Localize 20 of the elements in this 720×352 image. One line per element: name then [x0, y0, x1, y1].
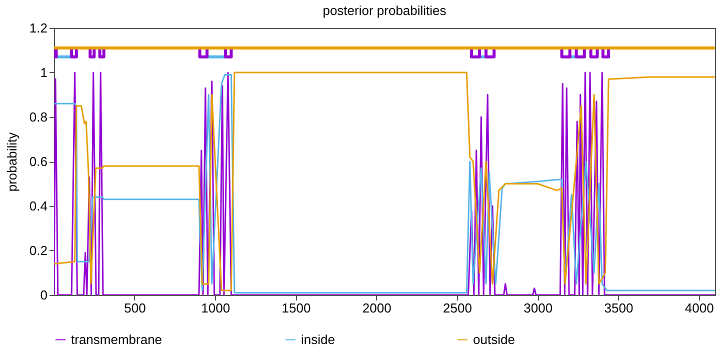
- x-tick-label: 1000: [201, 300, 230, 316]
- y-tick-label: 0.8: [29, 110, 48, 124]
- x-tick-label: 500: [124, 300, 146, 316]
- y-tick-label: 1: [40, 65, 48, 80]
- y-tick-label: 0.4: [29, 198, 48, 214]
- y-tick-label: 0.6: [29, 154, 48, 169]
- x-tick-label: 1500: [282, 300, 311, 316]
- x-tick-label: 2000: [362, 300, 392, 316]
- x-tick-label: 4000: [684, 300, 714, 316]
- y-axis-title: probability: [4, 132, 20, 192]
- x-tick-label: 3000: [524, 300, 553, 316]
- y-tick-label: 0.2: [29, 243, 48, 258]
- legend-label: outside: [473, 332, 515, 347]
- y-tick-label: 0: [40, 288, 48, 302]
- legend-label: transmembrane: [71, 332, 162, 347]
- x-tick-label: 3500: [604, 300, 634, 316]
- x-tick-label: 2500: [443, 300, 472, 316]
- y-tick-label: 1.2: [29, 20, 48, 36]
- legend-label: inside: [301, 332, 335, 347]
- chart-title: posterior probabilities: [322, 3, 447, 18]
